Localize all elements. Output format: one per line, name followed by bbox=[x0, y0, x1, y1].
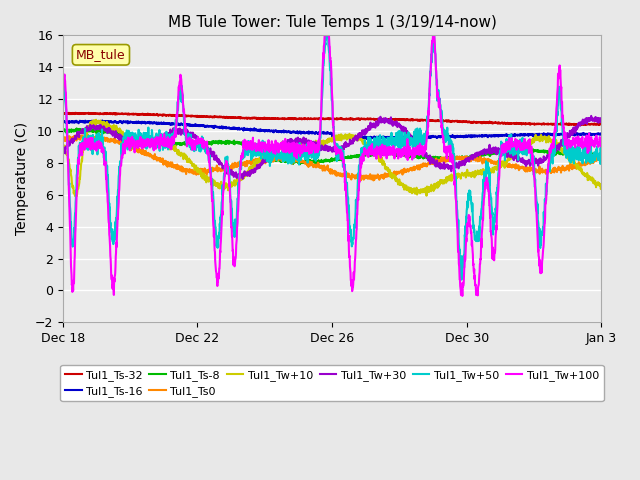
Title: MB Tule Tower: Tule Temps 1 (3/19/14-now): MB Tule Tower: Tule Temps 1 (3/19/14-now… bbox=[168, 15, 497, 30]
Y-axis label: Temperature (C): Temperature (C) bbox=[15, 122, 29, 235]
Text: MB_tule: MB_tule bbox=[76, 48, 125, 61]
Legend: Tul1_Ts-32, Tul1_Ts-16, Tul1_Ts-8, Tul1_Ts0, Tul1_Tw+10, Tul1_Tw+30, Tul1_Tw+50,: Tul1_Ts-32, Tul1_Ts-16, Tul1_Ts-8, Tul1_… bbox=[60, 365, 604, 401]
